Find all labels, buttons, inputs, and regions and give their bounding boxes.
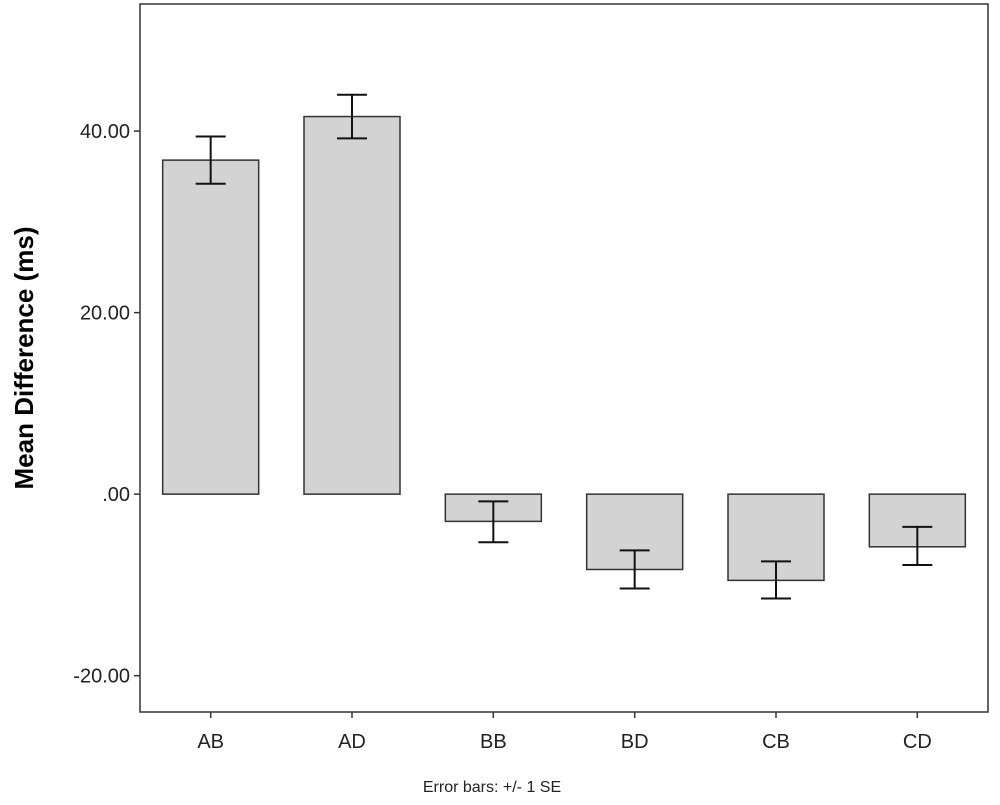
y-axis-title: Mean Difference (ms) — [9, 227, 39, 490]
y-tick-label: 40.00 — [80, 121, 130, 143]
error-bar-footnote: Error bars: +/- 1 SE — [423, 779, 561, 796]
error-bars — [195, 93, 933, 600]
bar-ad — [303, 115, 401, 495]
x-tick-label: CD — [903, 731, 932, 753]
bar-ab — [161, 159, 260, 495]
y-axis: -20.00 .00 20.00 40.00 — [73, 121, 140, 688]
x-tick-label: BD — [621, 731, 649, 753]
plot-frame — [139, 3, 989, 713]
x-tick-label: AD — [338, 731, 366, 753]
x-tick-label: AB — [197, 731, 224, 753]
x-tick-label: BB — [480, 731, 507, 753]
y-tick-label: .00 — [102, 484, 130, 506]
y-tick-label: -20.00 — [73, 666, 130, 688]
y-tick-label: 20.00 — [80, 303, 130, 325]
x-axis: AB AD BB BD CB CD — [197, 712, 932, 753]
bar-series — [161, 115, 967, 582]
x-tick-label: CB — [762, 731, 790, 753]
